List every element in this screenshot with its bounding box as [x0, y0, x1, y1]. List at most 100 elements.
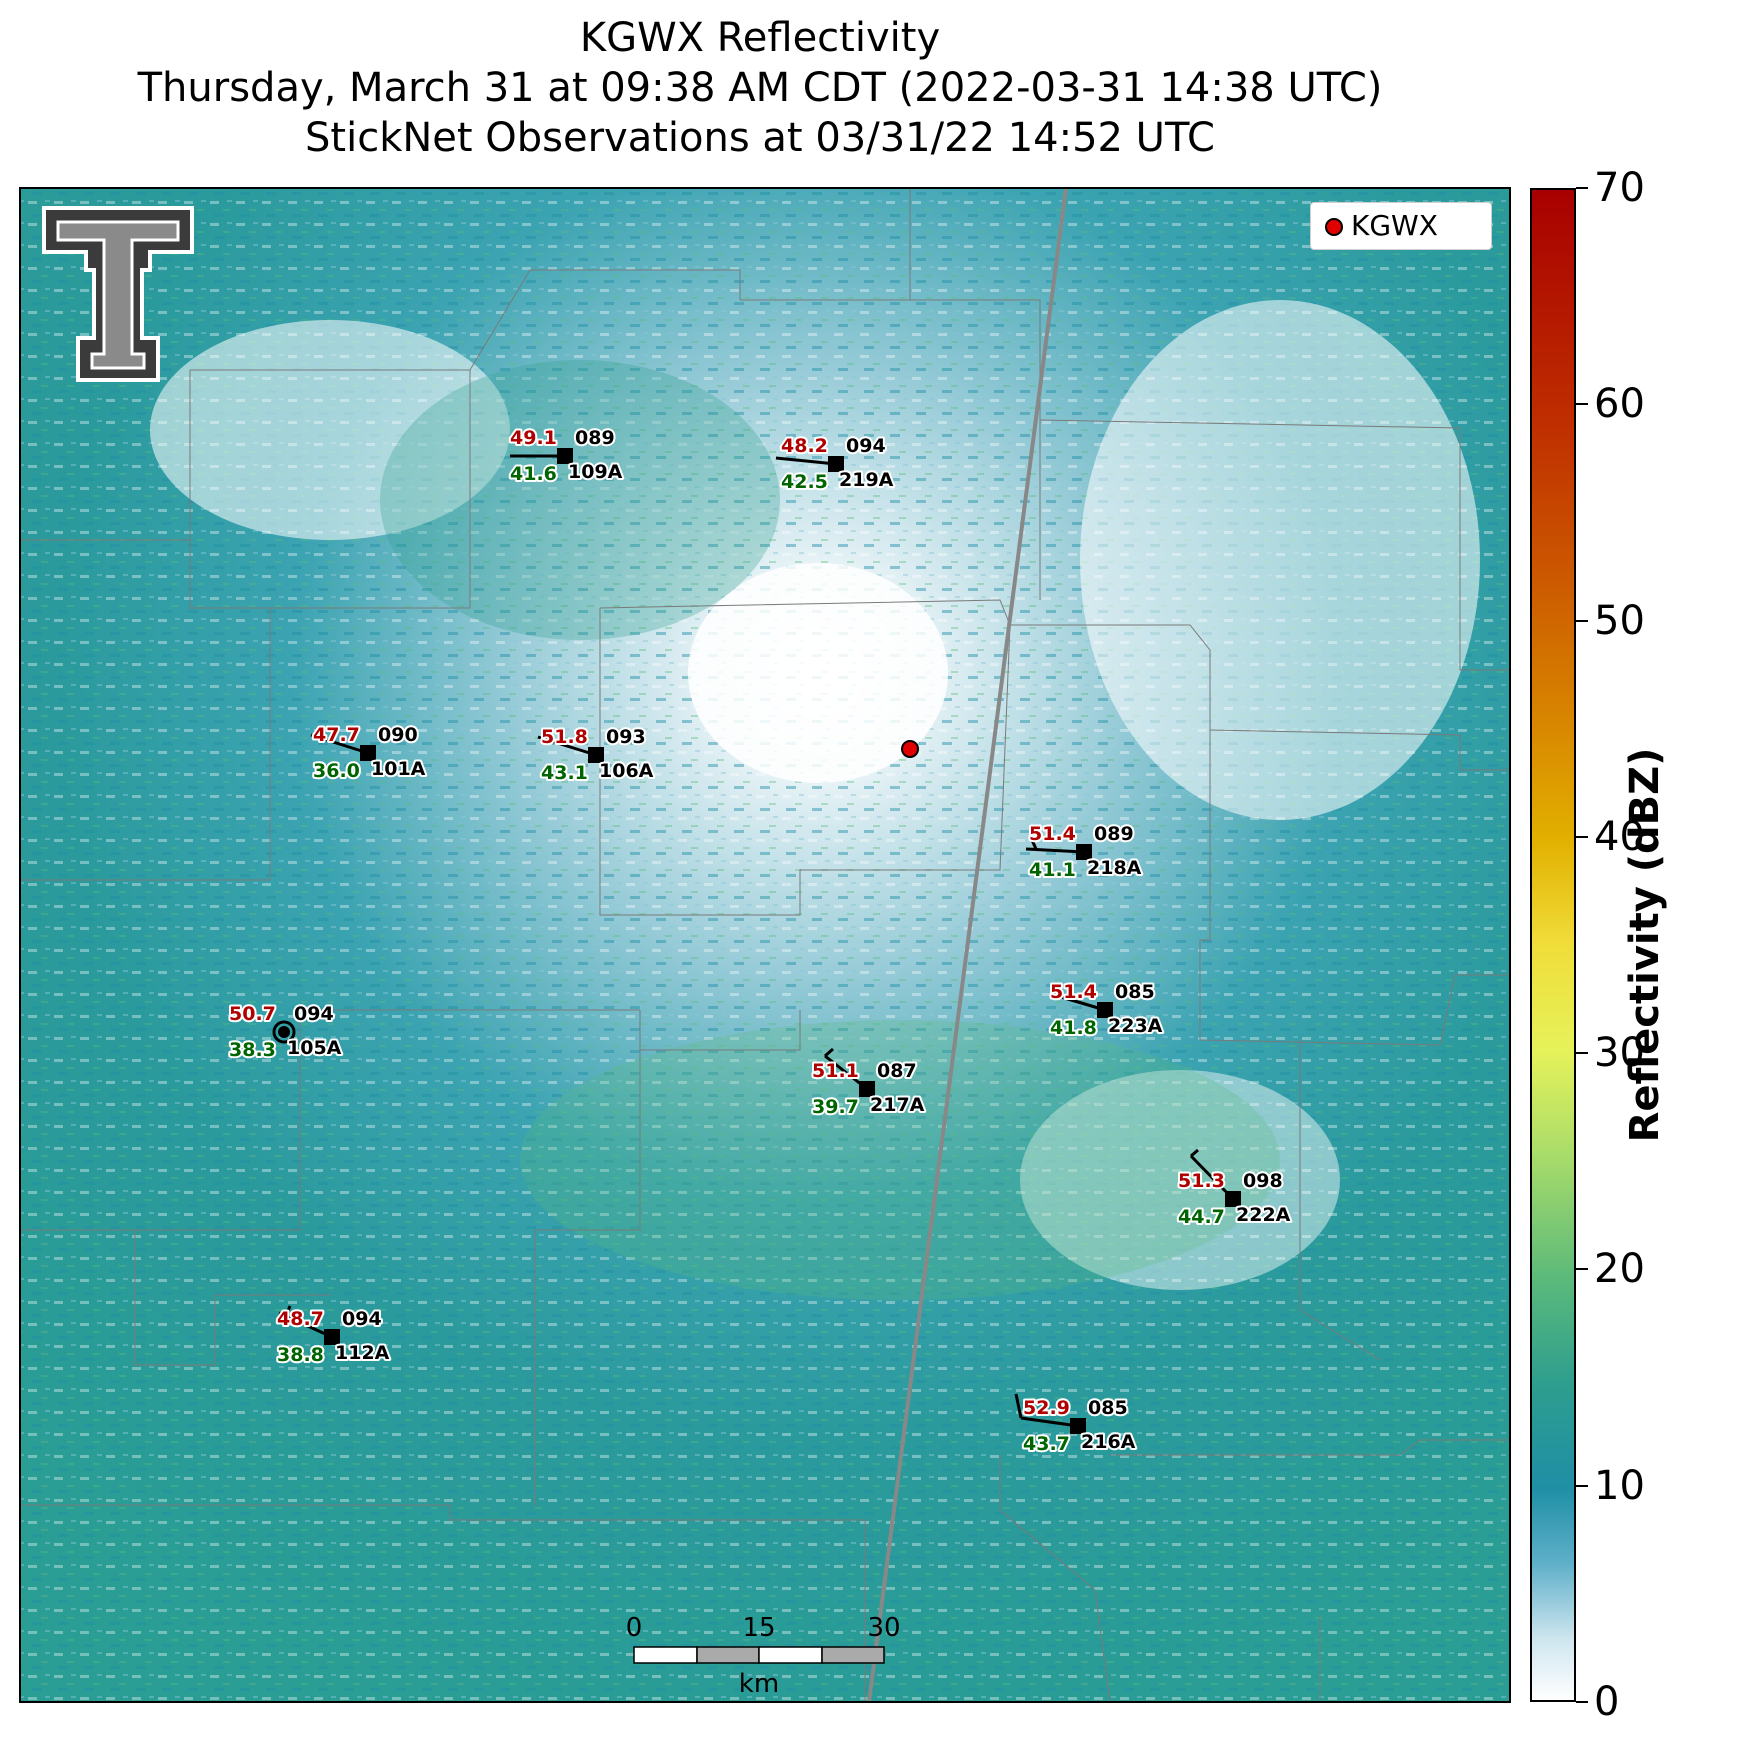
colorbar [1530, 188, 1576, 1702]
colorbar-tick-mark [1576, 1052, 1588, 1055]
colorbar-tick-label: 20 [1594, 1246, 1645, 1293]
station-temperature: 49.1 [510, 427, 557, 449]
station-pressure: 085 [1115, 981, 1155, 1003]
station-id: 222A [1236, 1204, 1291, 1226]
station-pressure: 089 [575, 427, 615, 449]
station-temperature: 51.3 [1178, 1170, 1225, 1192]
wind-barb-flag [284, 1305, 292, 1317]
station-pressure: 094 [846, 435, 886, 457]
station-marker [360, 745, 376, 761]
wind-barb-flag [1190, 1148, 1199, 1158]
station-plot-112a: 48.7 094 38.8 112A [275, 1305, 392, 1368]
station-dewpoint: 41.1 [1029, 859, 1076, 881]
station-marker [1225, 1191, 1241, 1207]
colorbar-tick-mark [1576, 1701, 1588, 1703]
station-marker [278, 1026, 290, 1038]
colorbar-tick-label: 40 [1594, 813, 1645, 860]
radar-site-marker [901, 740, 919, 758]
state-boundary-line [867, 187, 1068, 1703]
station-id: 216A [1081, 1431, 1136, 1453]
map-frame [19, 187, 1511, 1703]
station-id: 101A [371, 758, 426, 780]
station-pressure: 094 [342, 1308, 382, 1330]
station-plot-217a: 51.1 087 39.7 217A [810, 1047, 927, 1120]
station-marker [1070, 1418, 1086, 1434]
ttu-logo [42, 206, 194, 382]
colorbar-tick-mark [1576, 835, 1588, 838]
wind-barb-flag [1030, 839, 1038, 850]
station-temperature: 51.4 [1029, 823, 1076, 845]
colorbar-tick-mark [1576, 1484, 1588, 1487]
station-dewpoint: 39.7 [812, 1096, 859, 1118]
station-pressure: 090 [378, 724, 418, 746]
station-id: 106A [599, 760, 654, 782]
station-marker [859, 1081, 875, 1097]
colorbar-tick-mark [1576, 1268, 1588, 1271]
reflectivity-field [20, 188, 1510, 1702]
station-temperature: 51.4 [1050, 981, 1097, 1003]
station-dewpoint: 43.7 [1023, 1433, 1070, 1455]
station-id: 109A [568, 461, 623, 483]
station-id: 217A [870, 1094, 925, 1116]
station-dewpoint: 43.1 [541, 762, 588, 784]
station-plot-109a: 49.1 089 41.6 109A [508, 425, 625, 487]
station-temperature: 47.7 [313, 724, 360, 746]
title-line-1: KGWX Reflectivity [579, 15, 941, 61]
colorbar-tick-label: 30 [1594, 1030, 1645, 1077]
colorbar-title: Reflectivity (dBZ) [1622, 747, 1668, 1143]
wind-barb-shaft [310, 733, 369, 755]
station-id: 223A [1108, 1015, 1163, 1037]
station-marker [1076, 844, 1092, 860]
wind-barb-shaft [1020, 1416, 1079, 1428]
calm-wind-marker [272, 1020, 296, 1044]
station-plot-219a: 48.2 094 42.5 219A [775, 433, 896, 495]
scale-label-15: 15 [742, 1613, 775, 1643]
wind-barb-shaft [278, 1311, 333, 1339]
station-pressure: 089 [1094, 823, 1134, 845]
scale-label-0: 0 [626, 1613, 643, 1643]
scale-unit: km [739, 1669, 779, 1699]
station-dewpoint: 41.8 [1050, 1017, 1097, 1039]
scale-label-30: 30 [867, 1613, 900, 1643]
station-dewpoint: 38.3 [229, 1039, 276, 1061]
station-pressure: 098 [1243, 1170, 1283, 1192]
station-marker [588, 747, 604, 763]
station-pressure: 087 [877, 1060, 917, 1082]
legend-label: KGWX [1351, 209, 1438, 242]
wind-barb-shaft [1025, 847, 1085, 854]
station-temperature: 51.8 [541, 726, 588, 748]
colorbar-tick-mark [1576, 619, 1588, 622]
station-marker [557, 448, 573, 464]
station-dewpoint: 41.6 [510, 463, 557, 485]
station-plot-222a: 51.3 098 44.7 222A [1176, 1148, 1293, 1230]
station-pressure: 085 [1088, 1397, 1128, 1419]
station-pressure: 093 [606, 726, 646, 748]
colorbar-tick-mark [1576, 187, 1588, 189]
colorbar-tick-label: 70 [1594, 165, 1645, 211]
station-dewpoint: 42.5 [781, 471, 828, 493]
station-marker [324, 1329, 340, 1345]
station-dewpoint: 36.0 [313, 760, 360, 782]
station-temperature: 50.7 [229, 1003, 276, 1025]
title-line-2: Thursday, March 31 at 09:38 AM CDT (2022… [137, 65, 1383, 111]
station-temperature: 52.9 [1023, 1397, 1070, 1419]
map-legend: KGWX [1310, 202, 1492, 250]
station-dewpoint: 44.7 [1178, 1206, 1225, 1228]
wind-barb-shaft [537, 735, 597, 757]
wind-barb-shaft [775, 456, 837, 466]
station-plot-106a: 51.8 093 43.1 106A [537, 724, 656, 786]
station-marker [828, 456, 844, 472]
colorbar-tick-label: 60 [1594, 381, 1645, 428]
station-temperature: 51.1 [812, 1060, 859, 1082]
colorbar-tick-label: 50 [1594, 597, 1645, 644]
colorbar-tick-label: 10 [1594, 1462, 1645, 1509]
station-plot-105a: 50.7 094 38.3 105A [227, 1001, 344, 1063]
station-id: 218A [1087, 857, 1142, 879]
scale-bar: 0 15 30 km [626, 1613, 901, 1699]
station-id: 112A [335, 1342, 390, 1364]
wind-barb-flag [824, 1047, 834, 1058]
radar-legend-marker [1325, 218, 1343, 236]
station-pressure: 094 [294, 1003, 334, 1025]
station-dewpoint: 38.8 [277, 1344, 324, 1366]
